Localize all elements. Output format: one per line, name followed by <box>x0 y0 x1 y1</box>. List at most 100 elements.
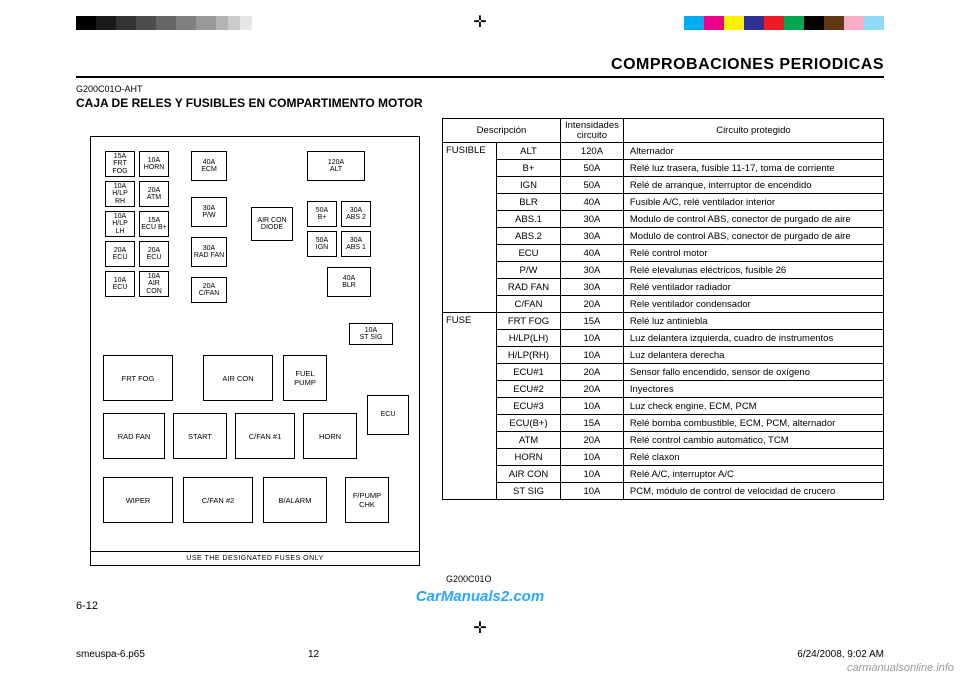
fuse-cell: 10AHORN <box>139 151 169 177</box>
reg-swatch <box>864 16 884 30</box>
fuse-name: B+ <box>497 160 561 177</box>
fuse-amps: 50A <box>561 177 624 194</box>
table-row: ECU#220AInyectores <box>443 381 884 398</box>
figure-subcode: G200C01O-AHT <box>76 84 143 94</box>
fuse-name: ECU#2 <box>497 381 561 398</box>
fuse-cell: 40ABLR <box>327 267 371 297</box>
figure-subtitle: CAJA DE RELES Y FUSIBLES EN COMPARTIMENT… <box>76 96 422 110</box>
fuse-name: FRT FOG <box>497 313 561 330</box>
table-row: ECU#120ASensor fallo encendido, sensor d… <box>443 364 884 381</box>
relay-cell: HORN <box>303 413 357 459</box>
fuse-cell: 50AIGN <box>307 231 337 257</box>
table-row: ECU(B+)15ARelé bomba combustible, ECM, P… <box>443 415 884 432</box>
diagram-footer: USE THE DESIGNATED FUSES ONLY <box>91 551 419 565</box>
fuse-amps: 30A <box>561 262 624 279</box>
table-row: ECU#310ALuz check engine, ECM, PCM <box>443 398 884 415</box>
fuse-name: ECU <box>497 245 561 262</box>
fuse-cell: 10AAIR CON <box>139 271 169 297</box>
table-row: FUSIBLEALT120AAlternador <box>443 143 884 160</box>
fuse-box-diagram: USE THE DESIGNATED FUSES ONLY 15AFRT FOG… <box>90 136 420 566</box>
th-intensidades: Intensidades circuito <box>561 119 624 143</box>
reg-swatch <box>704 16 724 30</box>
fuse-cell: 30AP/W <box>191 197 227 227</box>
fuse-cell: AIR CONDIODE <box>251 207 293 241</box>
fuse-name: ABS.2 <box>497 228 561 245</box>
fuse-circuit: Luz check engine, ECM, PCM <box>623 398 883 415</box>
fuse-name: ECU#3 <box>497 398 561 415</box>
table-row: ATM20ARelé control cambio automático, TC… <box>443 432 884 449</box>
reg-swatch <box>76 16 96 30</box>
reg-swatch <box>764 16 784 30</box>
fuse-circuit: Relé control cambio automático, TCM <box>623 432 883 449</box>
group-label: FUSE <box>443 313 497 500</box>
fuse-circuit: Relé luz trasera, fusible 11-17, toma de… <box>623 160 883 177</box>
th-circuito: Circuito protegido <box>623 119 883 143</box>
fuse-cell: 20AECU <box>105 241 135 267</box>
fuse-cell: 20AC/FAN <box>191 277 227 303</box>
table-row: C/FAN20ARele ventilador condensador <box>443 296 884 313</box>
fuse-name: AIR CON <box>497 466 561 483</box>
table-row: ECU40ARelé control motor <box>443 245 884 262</box>
fuse-name: ABS.1 <box>497 211 561 228</box>
fuse-cell: 30AABS 2 <box>341 201 371 227</box>
fuse-amps: 10A <box>561 398 624 415</box>
fuse-amps: 50A <box>561 160 624 177</box>
reg-swatch <box>156 16 176 30</box>
fuse-amps: 30A <box>561 211 624 228</box>
fuse-circuit: Modulo de control ABS, conector de purga… <box>623 228 883 245</box>
reg-swatch <box>228 16 240 30</box>
fuse-amps: 10A <box>561 347 624 364</box>
fuse-circuit: PCM, módulo de control de velocidad de c… <box>623 483 883 500</box>
fuse-name: P/W <box>497 262 561 279</box>
reg-swatch <box>804 16 824 30</box>
fuse-cell: 30AABS 1 <box>341 231 371 257</box>
relay-cell: START <box>173 413 227 459</box>
table-row: H/LP(RH)10ALuz delantera derecha <box>443 347 884 364</box>
fuse-amps: 10A <box>561 483 624 500</box>
watermark-carmanualsonline: carmanualsonline.info <box>847 662 954 674</box>
fuse-table-body: FUSIBLEALT120AAlternadorB+50ARelé luz tr… <box>443 143 884 500</box>
fuse-circuit: Relé claxon <box>623 449 883 466</box>
fuse-table: Descripción Intensidades circuito Circui… <box>442 118 884 500</box>
fuse-circuit: Alternador <box>623 143 883 160</box>
th-int-bot: circuito <box>577 130 607 141</box>
reg-swatch <box>216 16 228 30</box>
fuse-circuit: Inyectores <box>623 381 883 398</box>
fuse-cell: 120AALT <box>307 151 365 181</box>
reg-swatch <box>824 16 844 30</box>
fuse-circuit: Relé elevalunas eléctricos, fusible 26 <box>623 262 883 279</box>
fuse-name: HORN <box>497 449 561 466</box>
footer-datetime: 6/24/2008, 9:02 AM <box>797 649 884 660</box>
fuse-circuit: Relé control motor <box>623 245 883 262</box>
table-row: BLR40AFusible A/C, relé ventilador inter… <box>443 194 884 211</box>
fuse-amps: 20A <box>561 381 624 398</box>
table-row: P/W30ARelé elevalunas eléctricos, fusibl… <box>443 262 884 279</box>
table-row: AIR CON10ARelé A/C, interruptor A/C <box>443 466 884 483</box>
fuse-circuit: Sensor fallo encendido, sensor de oxígen… <box>623 364 883 381</box>
fuse-name: BLR <box>497 194 561 211</box>
reg-swatch <box>96 16 116 30</box>
fuse-cell: 15AECU B+ <box>139 211 169 237</box>
table-row: B+50ARelé luz trasera, fusible 11-17, to… <box>443 160 884 177</box>
relay-cell: RAD FAN <box>103 413 165 459</box>
fuse-cell: 20AECU <box>139 241 169 267</box>
fuse-circuit: Relé bomba combustible, ECM, PCM, altern… <box>623 415 883 432</box>
table-row: RAD FAN30ARelé ventilador radiador <box>443 279 884 296</box>
fuse-cell: 10AH/LP RH <box>105 181 135 207</box>
fuse-name: IGN <box>497 177 561 194</box>
fuse-amps: 40A <box>561 194 624 211</box>
reg-swatch <box>844 16 864 30</box>
table-row: ABS.130AModulo de control ABS, conector … <box>443 211 884 228</box>
relay-cell: FRT FOG <box>103 355 173 401</box>
table-row: H/LP(LH)10ALuz delantera izquierda, cuad… <box>443 330 884 347</box>
table-row: HORN10ARelé claxon <box>443 449 884 466</box>
fuse-circuit: Relé ventilador radiador <box>623 279 883 296</box>
reg-swatch <box>136 16 156 30</box>
fuse-cell: 15AFRT FOG <box>105 151 135 177</box>
registration-crosshair-bottom: ✛ <box>473 618 486 638</box>
fuse-amps: 20A <box>561 432 624 449</box>
relay-cell: WIPER <box>103 477 173 523</box>
fuse-name: RAD FAN <box>497 279 561 296</box>
fuse-circuit: Relé A/C, interruptor A/C <box>623 466 883 483</box>
table-row: ABS.230AModulo de control ABS, conector … <box>443 228 884 245</box>
